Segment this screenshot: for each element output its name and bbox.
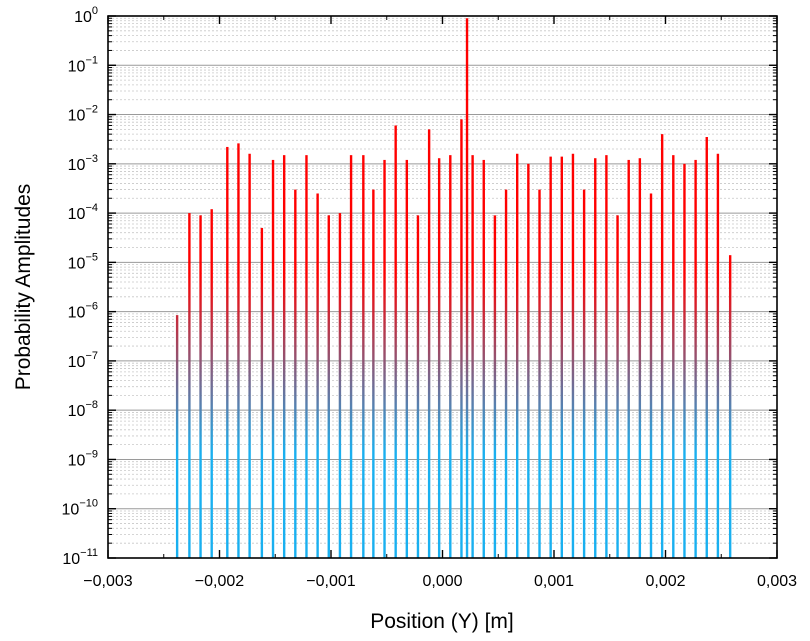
x-tick-label: 0,003 bbox=[757, 573, 797, 590]
data-bar bbox=[683, 163, 686, 558]
data-bar bbox=[405, 159, 409, 559]
data-bar bbox=[527, 163, 530, 558]
data-bar bbox=[460, 119, 463, 559]
data-bar bbox=[465, 18, 469, 559]
data-bar bbox=[349, 155, 353, 559]
data-bar bbox=[282, 155, 286, 559]
y-tick-label: 10−8 bbox=[68, 399, 98, 420]
data-bar bbox=[226, 146, 229, 558]
y-tick-label: 10−6 bbox=[68, 301, 98, 322]
y-tick-label: 10−7 bbox=[68, 350, 98, 371]
y-tick-label: 100 bbox=[74, 5, 98, 26]
data-bar bbox=[594, 158, 597, 558]
x-tick-label: 0,001 bbox=[534, 573, 574, 590]
data-bar bbox=[199, 215, 202, 558]
data-bar bbox=[493, 215, 497, 558]
data-bar bbox=[549, 156, 552, 559]
data-bar bbox=[538, 189, 541, 558]
axis-ticks bbox=[107, 15, 778, 559]
data-bar bbox=[660, 134, 664, 558]
data-bar bbox=[338, 213, 342, 558]
y-tick-label: 10−11 bbox=[62, 547, 98, 568]
data-bar bbox=[271, 159, 275, 559]
data-bar bbox=[294, 189, 297, 558]
data-bar bbox=[516, 153, 519, 559]
data-bar bbox=[248, 153, 251, 559]
y-tick-label: 10−4 bbox=[68, 202, 98, 223]
data-bar bbox=[237, 143, 240, 558]
y-tick-label: 10−1 bbox=[68, 54, 98, 75]
data-bar bbox=[728, 255, 732, 558]
data-bar bbox=[694, 159, 697, 559]
data-bar bbox=[582, 189, 586, 558]
plot-frame bbox=[107, 15, 778, 559]
x-tick-labels: −0,003 −0,002 −0,001 0,000 0,001 0,002 0,003 bbox=[83, 573, 797, 590]
x-tick-label: 0,000 bbox=[422, 573, 462, 590]
y-tick-labels: 100 10−1 10−2 10−3 10−4 10−5 10−6 10−7 10−8 10−9 1… bbox=[62, 5, 98, 568]
data-bar bbox=[482, 159, 485, 559]
data-bar bbox=[316, 193, 319, 558]
data-bar bbox=[188, 213, 191, 558]
y-axis-title: Probability Amplitudes bbox=[12, 184, 35, 391]
x-tick-label: −0,001 bbox=[306, 573, 355, 590]
grid-lines bbox=[108, 15, 777, 559]
x-tick-label: −0,003 bbox=[83, 573, 132, 590]
data-bar bbox=[383, 159, 386, 559]
data-bar bbox=[471, 155, 474, 559]
data-bar bbox=[705, 137, 708, 558]
x-tick-label: −0,002 bbox=[195, 573, 244, 590]
data-bar bbox=[504, 189, 508, 558]
data-bar bbox=[605, 155, 608, 559]
data-bar bbox=[305, 155, 308, 559]
data-bar bbox=[210, 209, 213, 558]
bar-series bbox=[175, 18, 732, 559]
y-tick-label: 10−9 bbox=[68, 448, 98, 469]
data-bar bbox=[616, 215, 619, 558]
y-tick-label: 10−3 bbox=[68, 153, 98, 174]
data-bar bbox=[327, 215, 330, 558]
data-bar bbox=[416, 215, 420, 558]
y-tick-label: 10−10 bbox=[62, 498, 98, 519]
x-axis-title: Position (Y) [m] bbox=[370, 610, 514, 633]
data-bar bbox=[362, 155, 365, 559]
y-tick-label: 10−2 bbox=[68, 104, 98, 125]
data-bar bbox=[672, 155, 675, 559]
data-bar bbox=[372, 189, 375, 558]
data-bar bbox=[627, 159, 630, 559]
data-bar bbox=[175, 315, 179, 558]
data-bar bbox=[649, 193, 653, 558]
y-tick-label: 10−5 bbox=[68, 251, 98, 272]
data-bar bbox=[560, 156, 564, 559]
x-tick-label: 0,002 bbox=[645, 573, 685, 590]
data-bar bbox=[716, 153, 720, 559]
data-bar bbox=[638, 158, 642, 558]
data-bar bbox=[427, 129, 431, 558]
data-bar bbox=[260, 227, 264, 559]
data-bar bbox=[437, 158, 441, 558]
data-bar bbox=[449, 155, 452, 559]
data-bar bbox=[571, 153, 575, 559]
data-bar bbox=[394, 125, 397, 558]
